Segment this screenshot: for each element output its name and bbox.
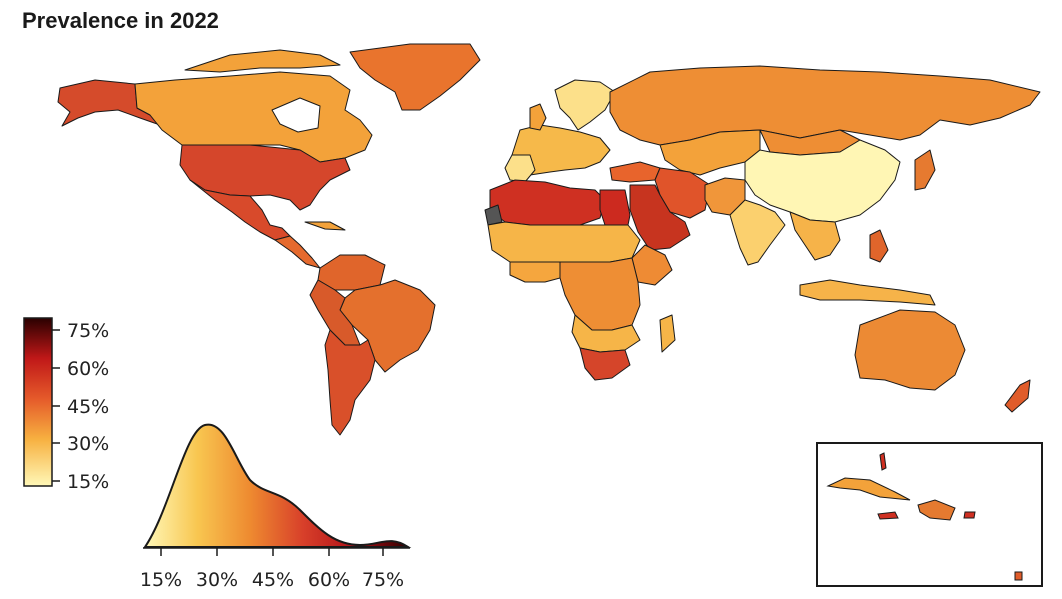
region-australia [854,309,966,391]
region-north-africa [489,179,606,226]
region-japan [914,149,936,191]
region-madagascar [659,314,676,353]
inset-hispaniola [917,499,956,521]
region-colombia-venezuela [317,254,386,291]
region-scandinavia [554,79,616,131]
inset-trinidad [1014,571,1023,581]
region-southern-africa [579,347,631,381]
region-indonesia [799,279,936,306]
region-caribbean-cuba [304,221,346,231]
density-tick-60: 60% [308,569,350,591]
density-plot: 15% 30% 45% 60% 75% [140,423,412,591]
region-china [744,139,901,223]
region-southeast-asia [789,211,841,261]
region-philippines [869,229,889,263]
region-argentina-chile [324,329,376,436]
legend-label-15: 15% [67,471,109,493]
region-uk [529,103,547,131]
color-legend: 75% 60% 45% 30% 15% [23,317,109,493]
region-central-america [274,235,321,269]
map-title: Prevalence in 2022 [22,8,219,33]
world-map [57,43,1041,436]
region-greenland [349,43,481,111]
legend-label-45: 45% [67,396,109,418]
region-iran [654,167,711,219]
region-egypt [599,189,631,226]
inset-bahamas [879,452,887,471]
density-curve [143,423,412,548]
inset-cuba [826,477,911,501]
legend-label-75: 75% [67,320,109,342]
region-sahel [487,221,641,263]
density-tick-30: 30% [196,569,238,591]
region-saudi-arabia [629,184,691,251]
region-canada-islands [184,49,341,73]
caribbean-inset [816,442,1043,587]
density-tick-15: 15% [140,569,182,591]
region-central-africa [559,257,641,331]
legend-label-60: 60% [67,358,109,380]
region-india [729,199,786,266]
region-western-sahara [484,204,503,226]
hudson-bay [271,97,321,133]
region-angola-zambia [571,314,641,353]
legend-label-30: 30% [67,433,109,455]
region-west-africa-coast [509,261,561,283]
legend-colorbar [23,317,53,487]
region-turkey [609,161,661,183]
inset-puerto-rico [963,511,976,519]
region-iberia [504,154,536,183]
density-tick-75: 75% [362,569,404,591]
inset-jamaica [877,511,899,520]
region-horn-of-africa [631,244,673,286]
density-tick-45: 45% [252,569,294,591]
region-new-zealand [1004,379,1031,413]
region-mexico [189,179,291,241]
